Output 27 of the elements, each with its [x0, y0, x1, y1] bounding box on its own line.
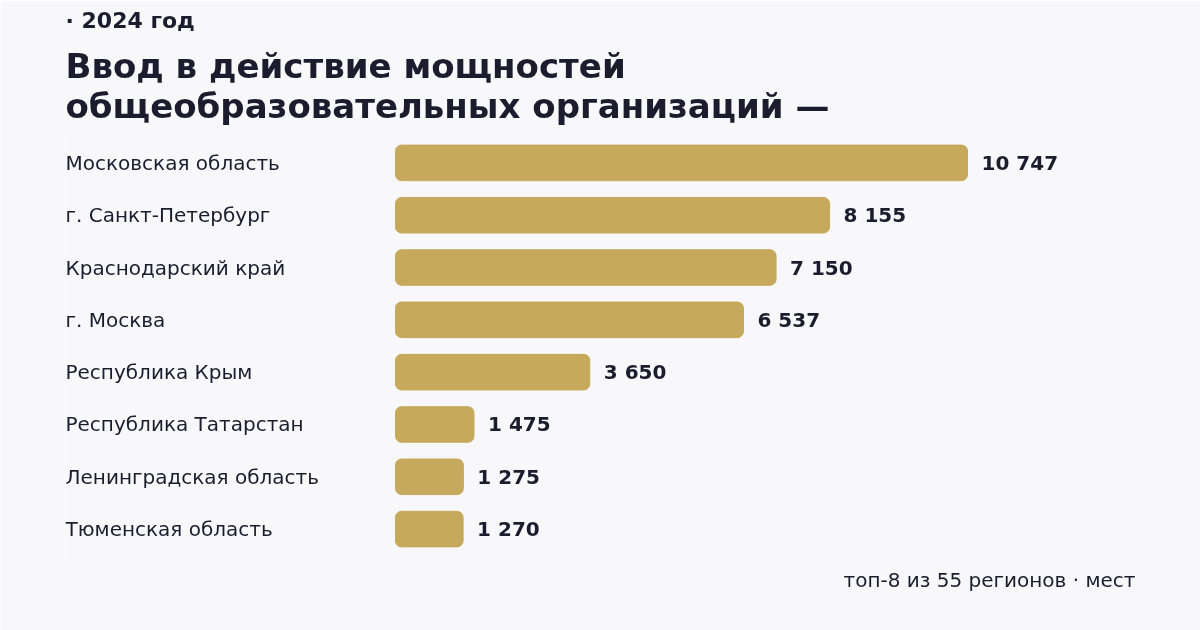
- data-label: 6 537: [757, 307, 821, 332]
- y-tick-label: г. Санкт-Петербург: [65, 203, 271, 228]
- data-label: 1 275: [477, 464, 540, 489]
- bar: [395, 249, 777, 286]
- data-label: 10 747: [981, 150, 1059, 175]
- bar: [395, 196, 831, 234]
- y-tick-label: Тюменская область: [64, 517, 273, 542]
- bar: [395, 144, 968, 182]
- y-tick-label: Ленинградская область: [65, 464, 320, 489]
- data-label: 7 150: [790, 255, 853, 280]
- bar: [395, 458, 464, 496]
- data-label: 1 475: [488, 412, 551, 437]
- data-label: 3 650: [603, 360, 667, 385]
- bar: [395, 301, 744, 339]
- data-label: 8 155: [843, 203, 907, 228]
- bar: [395, 353, 591, 391]
- text: · 2024 год: [65, 7, 195, 33]
- y-tick-label: Московская область: [65, 150, 280, 175]
- data-label: 1 270: [477, 517, 540, 542]
- y-tick-label: Краснодарский край: [65, 255, 286, 280]
- y-tick-label: Республика Крым: [65, 360, 253, 385]
- y-tick-label: г. Москва: [65, 307, 166, 332]
- chart-title: Ввод в действие мощностей общеобразовательных организаций —: [65, 45, 830, 126]
- bar: [395, 406, 475, 443]
- bar: [395, 510, 464, 548]
- y-tick-label: Республика Татарстан: [65, 412, 304, 437]
- text: топ-8 из 55 регионов · мест: [843, 567, 1136, 592]
